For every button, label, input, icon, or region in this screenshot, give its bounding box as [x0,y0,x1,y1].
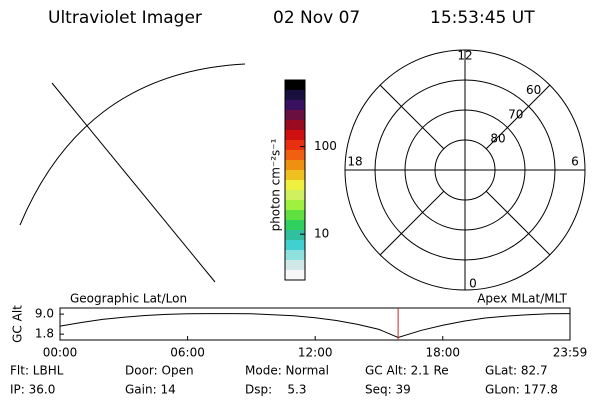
date: 02 Nov 07 [273,8,360,28]
alt-left-label: Geographic Lat/Lon [70,292,187,306]
colorbar-tick-label: 10 [314,227,329,241]
lat-label: 70 [508,107,523,121]
colorbar-band [285,80,305,91]
colorbar-band [285,160,305,171]
alt-right-label: Apex MLat/MLT [477,292,567,306]
status-field: GLat: 82.7 [485,364,548,378]
colorbar-label: photon cm⁻²s⁻¹ [269,138,283,231]
lt-label: 6 [571,155,579,169]
x-tick-label: 23:59 [553,346,588,360]
colorbar-band [285,270,305,281]
x-tick-label: 18:00 [425,346,460,360]
x-tick-label: 12:00 [298,346,333,360]
terminator-line [51,82,216,283]
lat-label: 60 [526,83,541,97]
status-field: Flt: LBHL [10,364,64,378]
status-field: Mode: Normal [245,364,329,378]
lt-label: 18 [347,155,362,169]
altitude-line [59,313,571,339]
status-field: Gain: 14 [125,383,176,397]
status-field: Dsp: 5.3 [245,383,307,397]
lt-spoke [485,84,551,150]
y-tick-label: 1.8 [35,327,54,341]
lt-label: 0 [469,277,477,291]
colorbar-band [285,250,305,261]
time: 15:53:45 UT [430,8,535,28]
colorbar-band [285,210,305,221]
x-tick-label: 00:00 [43,346,78,360]
colorbar-band [285,120,305,131]
colorbar-band [285,90,305,101]
lt-spoke [379,84,445,150]
colorbar-band [285,110,305,121]
colorbar-band [285,150,305,161]
status-field: IP: 36.0 [10,383,55,397]
colorbar-band [285,200,305,211]
status-field: Door: Open [125,364,194,378]
status-field: GLon: 177.8 [485,383,558,397]
y-tick-label: 9.0 [35,307,54,321]
lat-label: 80 [490,132,505,146]
alt-frame [59,307,571,341]
colorbar-band [285,180,305,191]
colorbar-frame [284,79,306,281]
colorbar-band [285,230,305,241]
colorbar-band [285,240,305,251]
colorbar-band [285,220,305,231]
lt-spoke [485,190,551,256]
limb-arc [19,63,246,226]
colorbar-band [285,140,305,151]
colorbar-tick-label: 100 [314,139,337,153]
x-tick-label: 06:00 [170,346,205,360]
colorbar-band [285,190,305,201]
colorbar-band [285,100,305,111]
lt-label: 12 [457,49,472,63]
status-field: GC Alt: 2.1 Re [365,364,449,378]
colorbar-band [285,130,305,141]
lt-spoke [379,190,445,256]
title: Ultraviolet Imager [48,8,202,28]
alt-axis-label: GC Alt [11,305,25,343]
status-field: Seq: 39 [365,383,411,397]
colorbar-band [285,260,305,271]
colorbar-band [285,170,305,181]
